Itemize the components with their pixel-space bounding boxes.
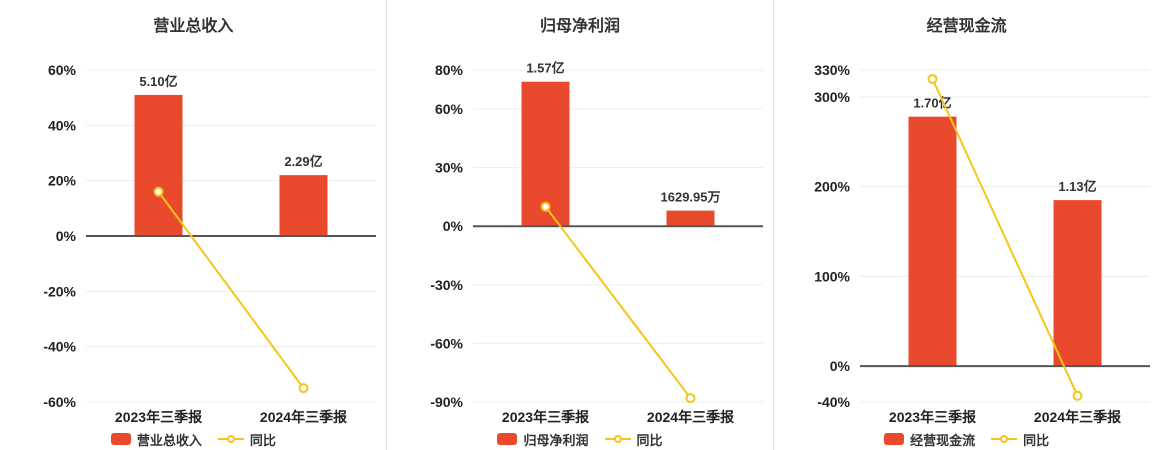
chart-title-net-profit: 归母净利润	[540, 18, 621, 35]
panel-divider	[386, 0, 387, 450]
yoy-line	[158, 191, 305, 389]
legend-item-bar: 经营现金流	[884, 430, 975, 449]
chart-legend-cash-flow: 经营现金流 同比	[884, 428, 1049, 450]
legend-yoy-label: 同比	[636, 432, 663, 448]
y-tick-label: 60%	[48, 62, 77, 78]
bar	[279, 175, 328, 236]
bar	[666, 210, 715, 227]
cash-flow-chart: 330%300%200%100%0%-40%1.70亿1.13亿2023年三季报…	[814, 62, 1150, 425]
legend-item-yoy: 同比	[604, 430, 663, 449]
legend-yoy-label: 同比	[249, 432, 276, 448]
net-profit-chart: 80% 60% 30% 0% -30% -60% -90% 1.57亿 1629.95万 2023…	[430, 61, 763, 425]
y-tick-label: 60%	[435, 101, 464, 117]
y-tick-label: -40%	[817, 394, 850, 410]
yoy-marker	[298, 383, 309, 394]
x-axis-label: 2024年三季报	[1034, 409, 1121, 425]
y-tick-label: -40%	[44, 339, 77, 355]
x-axis-label: 2024年三季报	[647, 409, 734, 425]
bar	[1053, 200, 1102, 367]
chart-title-revenue: 营业总收入	[153, 18, 234, 35]
legend-bar-label: 经营现金流	[910, 432, 976, 448]
yoy-marker	[685, 393, 696, 404]
y-tick-label: 0%	[56, 228, 77, 244]
y-tick-label: 20%	[48, 173, 77, 189]
x-axis-label: 2023年三季报	[502, 409, 589, 425]
bar-value-label: 5.10亿	[140, 74, 178, 89]
chart-title-cash-flow: 经营现金流	[926, 18, 1007, 35]
yoy-marker	[1072, 390, 1083, 401]
legend-line-icon	[604, 434, 631, 444]
y-tick-label: -90%	[430, 394, 463, 410]
legend-bar-swatch-icon	[110, 433, 131, 445]
legend-item-bar: 归母净利润	[497, 430, 589, 449]
legend-bar-swatch-icon	[884, 433, 905, 445]
x-axis-label: 2023年三季报	[115, 409, 202, 425]
bar	[908, 116, 957, 367]
y-tick-label: -30%	[430, 277, 463, 293]
y-tick-label: 0%	[443, 218, 464, 234]
x-axis-label: 2024年三季报	[260, 409, 347, 425]
legend-bar-label: 营业总收入	[136, 432, 202, 448]
bar-value-label: 1629.95万	[661, 190, 721, 205]
y-tick-label: -60%	[430, 335, 463, 351]
yoy-marker	[540, 201, 551, 212]
yoy-line	[931, 78, 1079, 397]
bar-value-label: 1.57亿	[526, 61, 564, 76]
legend-item-yoy: 同比	[991, 430, 1049, 449]
legend-bar-swatch-icon	[497, 433, 518, 445]
y-tick-label: 200%	[814, 179, 850, 195]
yoy-marker	[153, 186, 164, 197]
y-tick-label: 330%	[814, 62, 850, 78]
legend-line-icon	[991, 434, 1018, 444]
chart-legend-net-profit: 归母净利润 同比	[497, 428, 663, 450]
x-axis-label: 2023年三季报	[889, 409, 976, 425]
bar-value-label: 1.13亿	[1058, 179, 1096, 194]
panel-divider	[773, 0, 774, 450]
y-tick-label: 80%	[435, 62, 464, 78]
yoy-line	[544, 206, 692, 399]
chart-panel-net-profit: 归母净利润 80% 60% 30% 0% -30% -60% -90% 1.57亿 1629.9…	[387, 0, 774, 450]
legend-item-bar: 营业总收入	[110, 430, 202, 449]
y-tick-label: 0%	[829, 358, 850, 374]
y-tick-label: 30%	[435, 160, 464, 176]
y-tick-label: -20%	[44, 283, 77, 299]
y-tick-label: -60%	[44, 394, 77, 410]
chart-panel-revenue: 营业总收入 60% 40% 20% 0% -20% -40% -60% 5.10亿 2.29亿 2…	[0, 0, 387, 450]
revenue-chart: 60% 40% 20% 0% -20% -40% -60% 5.10亿 2.29亿 2023年三季…	[44, 62, 377, 425]
y-tick-label: 100%	[814, 268, 850, 284]
y-tick-label: 300%	[814, 89, 850, 105]
legend-yoy-label: 同比	[1023, 432, 1050, 448]
legend-item-yoy: 同比	[217, 430, 276, 449]
yoy-marker	[927, 73, 938, 84]
bar-value-label: 2.29亿	[285, 154, 323, 169]
y-tick-label: 40%	[48, 117, 77, 133]
chart-legend-revenue: 营业总收入 同比	[110, 428, 276, 450]
legend-line-icon	[217, 434, 244, 444]
legend-bar-label: 归母净利润	[523, 432, 589, 448]
chart-panel-cash-flow: 经营现金流 330% 300% 200% 100% 0% -40% 1.70亿 1.13亿 20…	[773, 0, 1160, 450]
